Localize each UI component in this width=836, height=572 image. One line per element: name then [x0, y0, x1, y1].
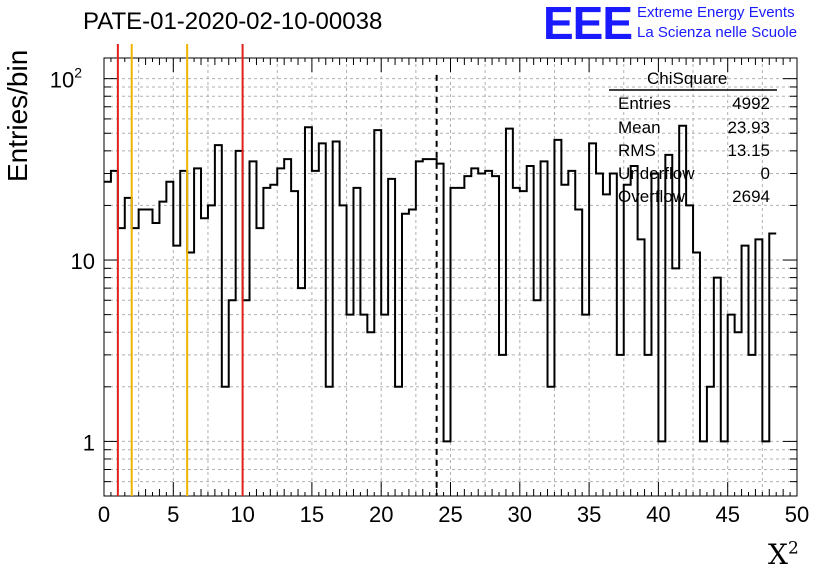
x-tick-label: 50 [785, 502, 809, 527]
x-tick-label: 25 [438, 502, 462, 527]
stats-box-title: ChiSquare [647, 69, 728, 88]
stats-value: 0 [760, 164, 770, 183]
histogram-bins [104, 124, 777, 443]
stats-value: 2694 [732, 187, 770, 206]
y-tick-label: 10 [71, 249, 95, 274]
y-tick-label: 102 [50, 65, 82, 93]
y-axis-label: Entries/bin [2, 49, 33, 182]
x-tick-label: 5 [167, 502, 179, 527]
x-tick-label: 0 [98, 502, 110, 527]
stats-row-mean: Mean 23.93 [618, 118, 770, 138]
x-tick-label: 35 [577, 502, 601, 527]
x-tick-label: 40 [646, 502, 670, 527]
logo-line-1: Extreme Energy Events [637, 4, 795, 21]
stats-label: Underflow [618, 164, 695, 183]
stats-label: RMS [618, 141, 656, 160]
stats-value: 4992 [732, 94, 770, 113]
stats-label: Entries [618, 94, 671, 113]
eee-logo-mark: EEE [543, 0, 633, 49]
x-tick-label: 15 [300, 502, 324, 527]
stats-row-rms: RMS 13.15 [618, 141, 770, 161]
x-axis-label: X2 [768, 538, 799, 571]
x-tick-label: 20 [369, 502, 393, 527]
stats-label: Overflow [618, 187, 686, 206]
stats-row-entries: Entries 4992 [618, 94, 770, 114]
logo-line-2: La Scienza nelle Scuole [637, 24, 798, 41]
histogram-outline [104, 124, 777, 443]
stats-label: Mean [618, 118, 661, 137]
x-tick-label: 30 [508, 502, 532, 527]
stats-row-overflow: Overflow 2694 [618, 187, 770, 207]
stats-value: 23.93 [727, 118, 770, 137]
stats-value: 13.15 [727, 141, 770, 160]
y-tick-label: 1 [83, 430, 95, 455]
x-tick-label: 45 [715, 502, 739, 527]
x-tick-label: 10 [230, 502, 254, 527]
chart-title: PATE-01-2020-02-10-00038 [83, 8, 383, 35]
stats-row-underflow: Underflow 0 [618, 164, 770, 184]
